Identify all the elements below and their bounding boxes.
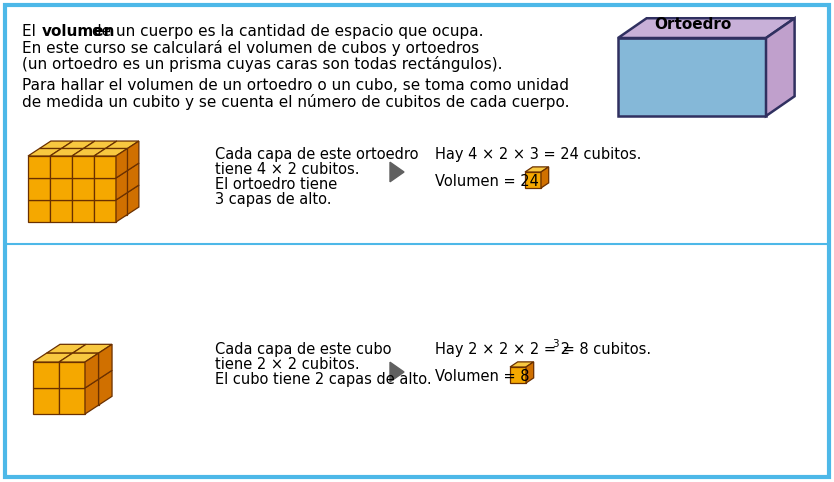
Polygon shape <box>98 370 112 405</box>
Text: tiene 2 × 2 cubitos.: tiene 2 × 2 cubitos. <box>215 357 359 372</box>
Polygon shape <box>618 38 766 116</box>
Polygon shape <box>73 344 112 353</box>
Polygon shape <box>390 162 404 182</box>
Polygon shape <box>128 163 139 192</box>
Polygon shape <box>526 362 534 383</box>
Polygon shape <box>83 171 105 192</box>
Polygon shape <box>72 148 105 156</box>
Polygon shape <box>50 178 72 200</box>
Text: Volumen = 24: Volumen = 24 <box>435 174 539 189</box>
Polygon shape <box>510 367 526 383</box>
Polygon shape <box>116 171 128 200</box>
Polygon shape <box>59 353 98 362</box>
Text: de un cuerpo es la cantidad de espacio que ocupa.: de un cuerpo es la cantidad de espacio q… <box>87 24 484 39</box>
Polygon shape <box>33 388 59 414</box>
Text: 3 capas de alto.: 3 capas de alto. <box>215 192 331 207</box>
Polygon shape <box>62 141 95 148</box>
Polygon shape <box>39 171 62 192</box>
Polygon shape <box>94 200 116 222</box>
Polygon shape <box>618 18 795 38</box>
Polygon shape <box>28 156 50 178</box>
Polygon shape <box>510 362 534 367</box>
Polygon shape <box>116 148 128 178</box>
Polygon shape <box>85 353 98 388</box>
Polygon shape <box>72 178 94 200</box>
Text: Cada capa de este cubo: Cada capa de este cubo <box>215 342 391 357</box>
Polygon shape <box>94 178 116 200</box>
Polygon shape <box>73 353 98 379</box>
Polygon shape <box>766 18 795 116</box>
Text: 3: 3 <box>552 339 559 349</box>
Polygon shape <box>39 148 62 171</box>
Polygon shape <box>28 178 50 200</box>
Polygon shape <box>39 192 62 214</box>
Polygon shape <box>59 362 85 388</box>
Polygon shape <box>128 141 139 171</box>
Text: = 8 cubitos.: = 8 cubitos. <box>558 342 651 357</box>
Polygon shape <box>50 148 83 156</box>
Polygon shape <box>50 200 72 222</box>
Text: Volumen = 8: Volumen = 8 <box>435 369 530 384</box>
Polygon shape <box>72 156 94 178</box>
Polygon shape <box>541 167 549 188</box>
Polygon shape <box>105 148 128 171</box>
Polygon shape <box>128 185 139 214</box>
Polygon shape <box>98 344 112 379</box>
Polygon shape <box>105 141 139 148</box>
Polygon shape <box>73 379 98 405</box>
Text: (un ortoedro es un prisma cuyas caras son todas rectángulos).: (un ortoedro es un prisma cuyas caras so… <box>22 56 503 72</box>
Polygon shape <box>47 379 73 405</box>
Text: tiene 4 × 2 cubitos.: tiene 4 × 2 cubitos. <box>215 162 359 177</box>
Polygon shape <box>50 156 72 178</box>
Polygon shape <box>59 388 85 414</box>
Polygon shape <box>39 141 73 148</box>
Text: Ortoedro: Ortoedro <box>655 17 731 32</box>
Text: Hay 4 × 2 × 3 = 24 cubitos.: Hay 4 × 2 × 3 = 24 cubitos. <box>435 147 641 162</box>
Polygon shape <box>105 171 128 192</box>
Text: En este curso se calculará el volumen de cubos y ortoedros: En este curso se calculará el volumen de… <box>22 40 480 56</box>
Text: El cubo tiene 2 capas de alto.: El cubo tiene 2 capas de alto. <box>215 372 432 387</box>
Polygon shape <box>116 192 128 222</box>
Text: Cada capa de este ortoedro: Cada capa de este ortoedro <box>215 147 419 162</box>
Polygon shape <box>33 353 73 362</box>
Text: de medida un cubito y se cuenta el número de cubitos de cada cuerpo.: de medida un cubito y se cuenta el númer… <box>22 94 570 110</box>
Polygon shape <box>28 200 50 222</box>
Polygon shape <box>47 344 86 353</box>
Text: El ortoedro tiene: El ortoedro tiene <box>215 177 337 192</box>
Polygon shape <box>83 192 105 214</box>
Polygon shape <box>83 141 117 148</box>
Polygon shape <box>62 148 83 171</box>
Polygon shape <box>33 362 59 388</box>
Text: Hay 2 × 2 × 2 = 2: Hay 2 × 2 × 2 = 2 <box>435 342 570 357</box>
Polygon shape <box>85 379 98 414</box>
Polygon shape <box>72 200 94 222</box>
Polygon shape <box>94 156 116 178</box>
Polygon shape <box>47 353 73 379</box>
Polygon shape <box>390 362 404 382</box>
Text: El: El <box>22 24 41 39</box>
Text: Para hallar el volumen de un ortoedro o un cubo, se toma como unidad: Para hallar el volumen de un ortoedro o … <box>22 78 569 93</box>
FancyBboxPatch shape <box>5 5 829 477</box>
Polygon shape <box>62 171 83 192</box>
Polygon shape <box>105 192 128 214</box>
Polygon shape <box>525 172 541 188</box>
Polygon shape <box>83 148 105 171</box>
Polygon shape <box>94 148 128 156</box>
Polygon shape <box>62 192 83 214</box>
Text: volumen: volumen <box>42 24 115 39</box>
Polygon shape <box>525 167 549 172</box>
Polygon shape <box>28 148 62 156</box>
